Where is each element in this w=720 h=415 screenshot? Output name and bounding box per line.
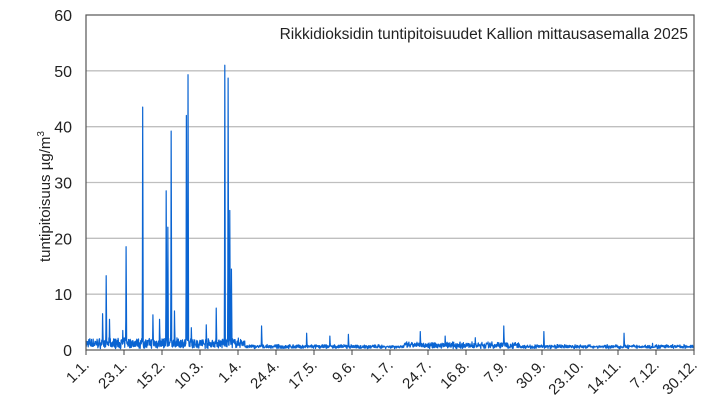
x-tick-label: 14.11. [584,357,625,398]
x-tick-label: 30.9. [513,357,549,393]
x-tick-label: 1.4. [215,357,245,387]
y-tick-label: 50 [54,64,72,81]
x-tick-label: 7.12. [627,357,663,393]
y-tick-label: 60 [54,8,72,25]
x-tick-label: 1.7. [367,357,397,387]
x-tick-label: 9.6. [329,357,359,387]
so2-series-line [85,64,695,350]
x-tick-label: 16.8. [437,357,473,393]
x-tick-label: 1.1. [63,357,93,387]
y-tick-label: 20 [54,231,72,248]
x-tick-label: 24.4. [247,357,283,393]
y-axis-ticks: 0 10 20 30 40 50 60 [54,8,72,360]
x-tick-label: 30.12. [659,357,701,399]
y-tick-label: 0 [63,343,72,360]
y-tick-label: 40 [54,120,72,137]
y-axis-label: tuntipitoisuus µg/m3 [36,131,54,262]
chart-title: Rikkidioksidin tuntipitoisuudet Kallion … [279,26,688,43]
x-tick-label: 15.2. [133,357,169,393]
y-tick-label: 10 [54,287,72,304]
x-tick-label: 7.9. [481,357,511,387]
x-tick-label: 24.7. [399,357,435,393]
y-tick-label: 30 [54,176,72,193]
x-tick-label: 10.3. [171,357,207,393]
x-axis-ticks: 1.1. 23.1. 15.2. 10.3. 1.4. 24.4. 17.5. 9.6. 1.7… [63,350,701,398]
x-tick-label: 17.5. [285,357,321,393]
data-series [85,64,695,350]
gridlines [86,70,694,295]
x-tick-label: 23.1. [95,357,131,393]
x-tick-label: 23.10. [545,357,587,399]
